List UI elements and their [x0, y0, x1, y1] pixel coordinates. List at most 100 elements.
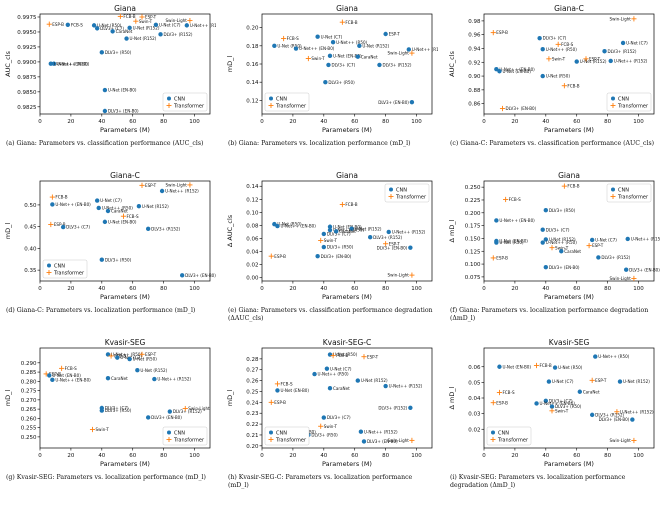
- caption-i: (i) Kvasir-SEG: Parameters vs. localizat…: [450, 474, 626, 489]
- y-tick-label: 0.125: [465, 249, 481, 255]
- y-tick-label: 0.26: [246, 379, 259, 385]
- point-label: ESP-B: [274, 254, 286, 259]
- x-tick-label: 20: [289, 119, 296, 125]
- legend-cnn-marker: [269, 430, 273, 435]
- point-label: ESP-T: [145, 352, 157, 357]
- y-tick-label: 0.50: [24, 203, 37, 209]
- point-label: FCB-B: [567, 83, 579, 88]
- point-label: FCB-S: [65, 366, 77, 371]
- x-tick-label: 80: [382, 119, 389, 125]
- legend-cnn-label: CNN: [174, 431, 185, 437]
- y-tick-label: 0.96: [468, 33, 481, 39]
- point-label: U-Net++ (R50): [318, 372, 349, 377]
- point-label: FCB-S: [280, 381, 292, 386]
- point-label: U-Net++ (EN-B0): [54, 61, 90, 66]
- cnn-point: [124, 36, 129, 41]
- cnn-point: [623, 267, 629, 272]
- plot-frame: [483, 180, 655, 282]
- transformer-point: [503, 196, 509, 203]
- x-tick-label: 60: [351, 119, 358, 125]
- point-label: U-Net++ (R50): [111, 352, 142, 357]
- x-tick-label: 0: [260, 286, 264, 292]
- point-label: ESP-T: [145, 183, 157, 188]
- point-label: DLV3+ (R50): [555, 404, 582, 409]
- point-label: DLV3+ (C7): [331, 63, 355, 68]
- point-label: FCB-S: [502, 390, 514, 395]
- point-label: FCB-B: [567, 184, 579, 189]
- x-tick-label: 80: [382, 453, 389, 459]
- point-label: FCB-S: [561, 42, 573, 47]
- point-label: DLV3+ (C7): [546, 227, 570, 232]
- cnn-point: [179, 273, 185, 278]
- transformer-point: [139, 182, 145, 188]
- point-label: Swin-T: [555, 408, 569, 413]
- y-tick-label: 0.265: [21, 407, 37, 413]
- scatter-plot-a: Giana 0 20 40 60 80 100 0.9975 0.9950 0.9925 0.990…: [4, 4, 224, 134]
- point-label: DLV3+ (EN-B0): [377, 245, 408, 250]
- x-tick-label: 60: [129, 286, 136, 292]
- y-tick-label: 0.35: [24, 268, 37, 274]
- y-tick-label: 0.05: [468, 380, 481, 386]
- legend-cnn-label: CNN: [276, 431, 287, 437]
- x-tick-label: 0: [38, 119, 42, 125]
- transformer-point: [549, 408, 555, 414]
- panel-b: Giana 0 20 40 60 80 100 0.20 0.18 0.16 0.14 0.12 Par…: [224, 2, 446, 147]
- point-label: Swin-Light: [388, 273, 410, 278]
- point-label: FCB-B: [540, 363, 552, 368]
- transformer-point: [361, 354, 367, 360]
- transformer-point: [631, 16, 637, 22]
- y-tick-label: 0.14: [246, 80, 259, 86]
- x-tick-label: 100: [633, 119, 644, 125]
- x-tick-label: 60: [129, 119, 136, 125]
- point-label: DLV3+ (EN-B0): [367, 439, 398, 444]
- cnn-point: [596, 255, 601, 260]
- point-label: U-Net++ (EN-B0): [499, 67, 535, 72]
- transformer-point: [305, 55, 311, 62]
- point-label: FCB-S: [509, 197, 521, 202]
- cnn-point: [540, 46, 545, 52]
- transformer-point: [561, 183, 567, 189]
- point-label: DLV3+ (R50): [328, 80, 355, 85]
- cnn-point: [323, 79, 328, 85]
- legend-transformer-label: Transformer: [275, 104, 307, 110]
- cnn-point: [543, 208, 549, 213]
- y-tick-label: 0.9925: [17, 45, 37, 51]
- point-label: DLV3+ (R50): [327, 245, 354, 250]
- transformer-point: [117, 13, 123, 19]
- cnn-point: [589, 412, 595, 418]
- y-tick-label: 0.06: [246, 237, 259, 243]
- point-label: ESP-B: [52, 22, 64, 27]
- point-label: FCB-B: [114, 354, 126, 359]
- x-tick-label: 60: [129, 453, 136, 459]
- legend-cnn-marker: [47, 263, 51, 268]
- y-tick-label: 0.12: [246, 197, 258, 203]
- transformer-point: [589, 377, 595, 383]
- y-tick-label: 0.04: [246, 250, 259, 256]
- point-label: FCB-S: [126, 214, 138, 219]
- point-label: ESP-B: [49, 372, 61, 377]
- y-tick-label: 0.200: [465, 211, 481, 217]
- transformer-point: [281, 35, 287, 42]
- x-tick-label: 60: [351, 286, 358, 292]
- cnn-point: [494, 218, 499, 223]
- y-tick-label: 0.86: [468, 102, 481, 108]
- point-label: DLV3+ (C7): [100, 26, 124, 31]
- point-label: Swin-T: [552, 56, 566, 61]
- point-label: U-Net (R152): [130, 36, 157, 41]
- point-label: U-Net (R152): [623, 379, 650, 384]
- cnn-point: [272, 43, 277, 49]
- y-tick-label: 0.290: [21, 361, 37, 367]
- point-label: U-Net (R152): [580, 59, 607, 64]
- cnn-point: [96, 205, 101, 211]
- point-label: ESP-T: [592, 243, 604, 248]
- x-tick-label: 20: [511, 286, 518, 292]
- cnn-point: [355, 54, 361, 59]
- transformer-point: [187, 182, 193, 188]
- cnn-point: [275, 223, 280, 229]
- point-label: ESP-B: [496, 30, 508, 35]
- y-tick-label: 0.150: [465, 236, 481, 242]
- transformer-point: [182, 405, 188, 412]
- y-tick-label: 0.94: [468, 46, 481, 52]
